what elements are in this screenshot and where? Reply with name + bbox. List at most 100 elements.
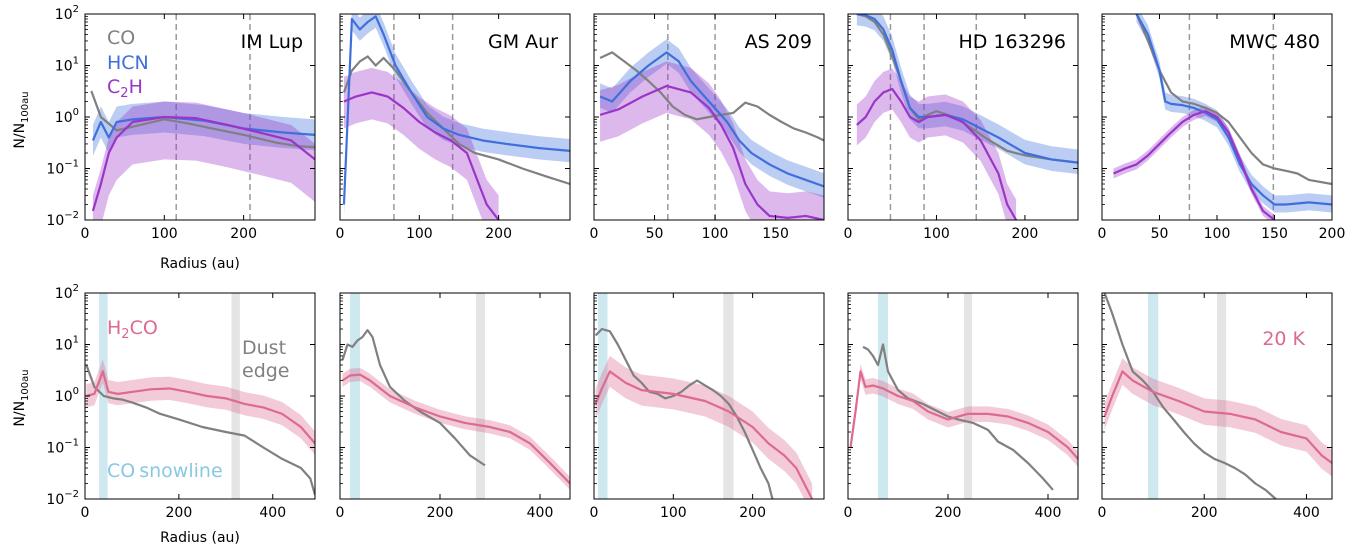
ytick-label: 100 bbox=[55, 107, 79, 126]
co-line bbox=[341, 329, 486, 467]
panel-top-2: 0 50 100 150 AS 209 bbox=[590, 13, 825, 242]
panel-top-4: 0 50 100 150 200 MWC 480 bbox=[1098, 13, 1346, 242]
panel-top-1: 0 100 200 GM Aur bbox=[336, 13, 571, 242]
ytick-label: 10−1 bbox=[46, 159, 79, 178]
co-line bbox=[1103, 293, 1277, 499]
ytick-label: 101 bbox=[55, 335, 79, 354]
panel-bottom-2: 0 100 200 bbox=[590, 292, 825, 521]
dust-edge-line2: edge bbox=[242, 360, 290, 382]
xtick-label: 0 bbox=[844, 505, 853, 521]
co-line bbox=[594, 327, 774, 499]
legend-co: CO bbox=[107, 27, 135, 49]
panel-title: GM Aur bbox=[488, 31, 558, 53]
xtick-label: 200 bbox=[1191, 505, 1218, 521]
co-line bbox=[90, 90, 315, 149]
xtick-label: 100 bbox=[1204, 226, 1231, 242]
c2h-line bbox=[599, 84, 824, 220]
ytick-label: 10−2 bbox=[46, 489, 79, 508]
hcn-line bbox=[856, 14, 1078, 164]
panel-plot-area bbox=[85, 293, 315, 499]
xtick-label: 150 bbox=[762, 226, 789, 242]
ytick-label: 10−1 bbox=[46, 438, 79, 457]
panel-plot-area bbox=[90, 14, 315, 220]
xtick-label: 100 bbox=[660, 505, 687, 521]
xtick-label: 0 bbox=[590, 505, 599, 521]
xtick-label: 200 bbox=[1319, 226, 1346, 242]
co-snowline-band bbox=[878, 293, 888, 499]
co-line bbox=[1135, 14, 1332, 186]
xtick-label: 150 bbox=[1261, 226, 1288, 242]
co-snowline-band bbox=[350, 293, 360, 499]
h2co-uncertainty-band bbox=[86, 359, 315, 455]
h2co-line bbox=[849, 370, 1078, 460]
xtick-label: 200 bbox=[1012, 226, 1039, 242]
c2h-line bbox=[856, 87, 1018, 220]
ytick-label: 102 bbox=[55, 4, 79, 23]
ytick-label: 102 bbox=[55, 283, 79, 302]
co-line bbox=[342, 55, 570, 186]
panel-bottom-3: 0 200 400 bbox=[844, 292, 1079, 521]
xtick-label: 200 bbox=[739, 505, 766, 521]
xtick-label: 100 bbox=[151, 226, 178, 242]
c2h-line bbox=[1113, 110, 1276, 220]
c2h-uncertainty-band bbox=[600, 61, 824, 220]
panel-top-3: 0 100 200 HD 163296 bbox=[844, 13, 1079, 242]
hcn-line bbox=[342, 15, 570, 205]
h2co-uncertainty-band bbox=[595, 355, 813, 499]
temperature-label: 20 K bbox=[1262, 328, 1305, 350]
hcn-uncertainty-band bbox=[92, 101, 315, 156]
c2h-uncertainty-band bbox=[92, 101, 315, 220]
panel-bottom-4: 0 200 400 bbox=[1098, 292, 1333, 521]
dust-edge-band bbox=[723, 293, 734, 499]
xtick-label: 100 bbox=[406, 226, 433, 242]
panel-top-0: 10−2 10−1 100 101 102 0 100 200 IM Lup bbox=[46, 4, 316, 242]
xtick-label: 50 bbox=[1151, 226, 1169, 242]
xtick-label: 0 bbox=[590, 226, 599, 242]
xtick-label: 200 bbox=[427, 505, 454, 521]
panel-plot-area bbox=[856, 14, 1078, 220]
legend-c2h: C2H bbox=[107, 76, 143, 101]
co-line bbox=[85, 364, 315, 496]
c2h-uncertainty-band bbox=[343, 67, 499, 220]
panel-plot-area bbox=[1113, 14, 1332, 220]
hcn-uncertainty-band bbox=[343, 14, 570, 216]
xtick-label: 200 bbox=[935, 505, 962, 521]
hcn-line bbox=[1135, 14, 1332, 206]
panel-plot-area bbox=[599, 14, 824, 220]
panel-plot-area bbox=[342, 14, 570, 220]
xtick-label: 0 bbox=[1098, 226, 1107, 242]
co-snowline-label: CO snowline bbox=[107, 460, 223, 482]
panel-plot-area bbox=[341, 293, 570, 499]
xtick-label: 400 bbox=[1035, 505, 1062, 521]
h2co-line bbox=[341, 373, 570, 485]
panel-title: MWC 480 bbox=[1229, 31, 1320, 53]
dust-edge-band bbox=[1217, 293, 1227, 499]
xtick-label: 0 bbox=[336, 505, 345, 521]
xtick-label: 0 bbox=[1098, 505, 1107, 521]
ylabel-bottom: N/N100au bbox=[12, 369, 31, 426]
h2co-line bbox=[86, 370, 315, 445]
co-line bbox=[862, 343, 1054, 491]
ylabel-top: N/N100au bbox=[12, 91, 31, 148]
panel-title: AS 209 bbox=[745, 31, 812, 53]
xtick-label: 400 bbox=[1293, 505, 1320, 521]
xtick-label: 200 bbox=[485, 226, 512, 242]
xtick-label: 400 bbox=[527, 505, 554, 521]
legend-h2co: H2CO bbox=[107, 317, 158, 342]
xtick-label: 400 bbox=[259, 505, 286, 521]
panel-frame bbox=[339, 292, 571, 500]
xtick-label: 100 bbox=[923, 226, 950, 242]
xtick-label: 200 bbox=[230, 226, 257, 242]
panel-title: HD 163296 bbox=[959, 31, 1067, 53]
legend-hcn: HCN bbox=[107, 52, 149, 74]
panel-plot-area bbox=[1103, 293, 1332, 499]
co-line bbox=[856, 14, 1078, 164]
panel-bottom-0: 10−2 10−1 100 101 102 0 200 400 bbox=[46, 283, 316, 521]
ytick-label: 100 bbox=[55, 386, 79, 405]
c2h-line bbox=[91, 115, 315, 212]
xtick-label: 100 bbox=[702, 226, 729, 242]
xtick-label: 0 bbox=[81, 226, 90, 242]
panel-plot-area bbox=[849, 293, 1078, 499]
ytick-label: 10−2 bbox=[46, 210, 79, 229]
